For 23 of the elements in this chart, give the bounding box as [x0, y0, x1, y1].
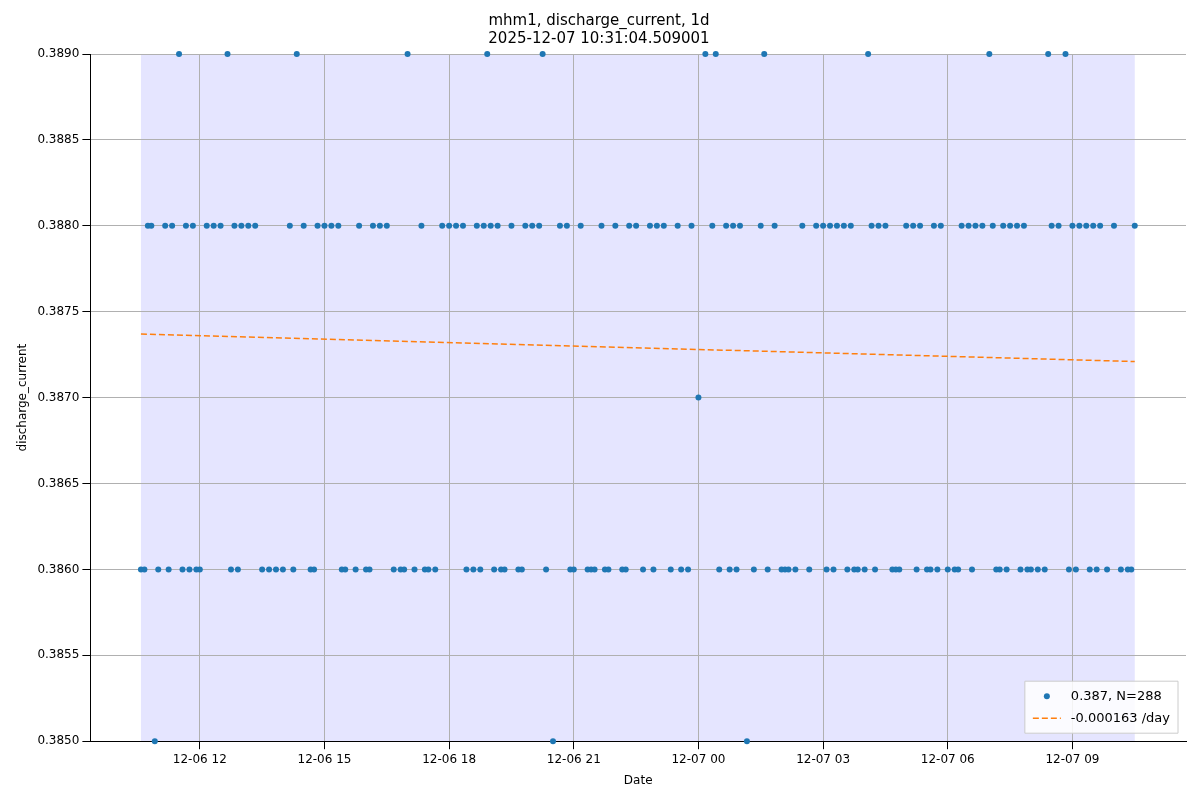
y-tick-label: 0.3860	[37, 561, 80, 576]
x-tick-label: 12-06 15	[297, 751, 352, 766]
y-tick-label: 0.3880	[37, 217, 80, 232]
legend-label: -0.000163 /day	[1070, 709, 1171, 725]
y-tick-label: 0.3875	[37, 303, 80, 318]
y-tick-label: 0.3885	[37, 132, 80, 147]
y-tick-label: 0.3890	[37, 46, 80, 61]
x-tick-label: 12-06 21	[546, 751, 601, 766]
chart-title: mhm1, discharge_current, 1d	[488, 10, 710, 30]
x-tick-label: 12-06 12	[172, 751, 227, 766]
legend-label: 0.387, N=288	[1070, 687, 1162, 703]
chart-subtitle: 2025-12-07 10:31:04.509001	[488, 28, 710, 47]
x-tick-label: 12-06 18	[422, 751, 477, 766]
y-tick-label: 0.3855	[37, 647, 80, 662]
y-tick-label: 0.3870	[37, 389, 80, 404]
x-axis-title: Date	[623, 772, 653, 787]
y-axis-title: discharge_current	[15, 343, 30, 452]
x-tick-label: 12-07 06	[920, 751, 975, 766]
y-tick-label: 0.3850	[37, 733, 80, 748]
x-tick-label: 12-07 09	[1045, 751, 1100, 766]
x-tick-label: 12-07 03	[796, 751, 851, 766]
x-tick-label: 12-07 00	[671, 751, 726, 766]
y-tick-label: 0.3865	[37, 475, 80, 490]
